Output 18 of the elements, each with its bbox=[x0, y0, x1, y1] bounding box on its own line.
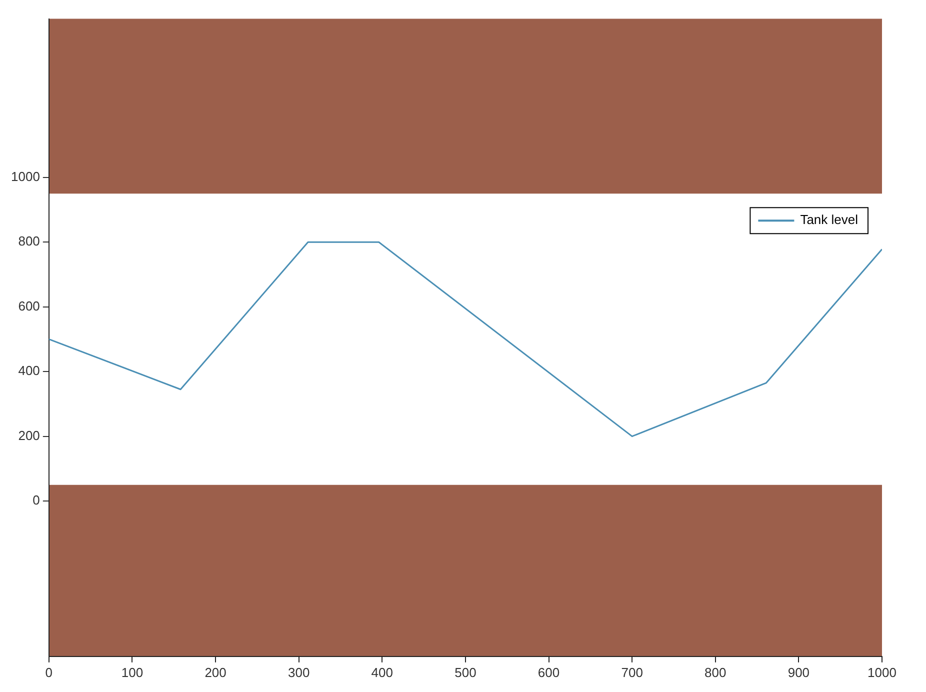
y-tick-label: 400 bbox=[18, 363, 40, 378]
y-tick-label: 0 bbox=[32, 492, 40, 508]
x-tick-label: 700 bbox=[621, 664, 643, 680]
y-tick-label: 800 bbox=[18, 234, 40, 249]
x-tick-label: 0 bbox=[45, 664, 53, 680]
x-tick-label: 800 bbox=[704, 664, 726, 680]
x-tick-label: 900 bbox=[788, 664, 810, 680]
x-tick-label: 200 bbox=[204, 664, 226, 680]
y-tick-label: 200 bbox=[18, 428, 40, 443]
x-tick-label: 300 bbox=[288, 664, 310, 680]
x-tick-label: 500 bbox=[454, 664, 476, 680]
x-tick-label: 1000 bbox=[868, 664, 896, 680]
legend-label: Tank level bbox=[800, 212, 858, 228]
y-tick-label: 600 bbox=[18, 298, 40, 314]
x-tick-label: 400 bbox=[371, 664, 394, 680]
x-tick-label: 600 bbox=[538, 664, 560, 680]
x-tick-label: 100 bbox=[121, 664, 144, 680]
y-tick-label: 1000 bbox=[11, 168, 40, 184]
